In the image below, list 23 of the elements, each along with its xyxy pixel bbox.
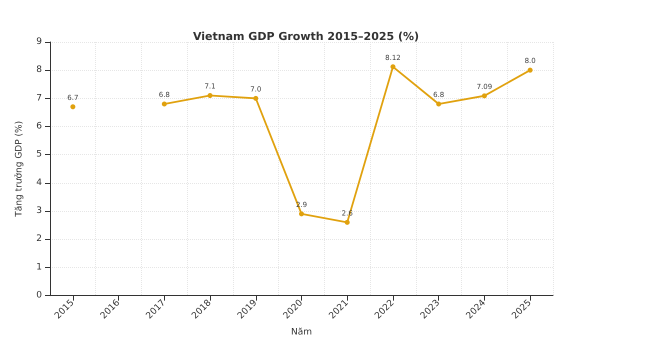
point [253,96,258,101]
point [528,68,533,73]
point [482,93,487,98]
x-axis-title: Năm [290,328,312,338]
y-tick-label: 6 [36,122,42,132]
y-tick-label: 0 [36,290,42,301]
y-tick-label: 7 [36,93,42,104]
point [162,101,167,106]
point [344,220,350,225]
chart-title: Vietnam GDP Growth 2015–2025 (%) [192,30,420,43]
point [299,211,304,216]
y-tick-label: 3 [36,206,42,216]
y-tick-label: 9 [36,37,42,47]
y-tick-label: 4 [36,178,42,188]
y-axis-title: Tăng trưởng GDP (%) [14,120,24,218]
point [390,64,396,70]
point [436,101,442,106]
point [70,104,76,110]
y-tick-label: 5 [36,150,42,160]
y-tick-label: 2 [36,234,42,244]
y-tick-label: 8 [36,65,42,76]
point [208,93,213,98]
y-tick-label: 1 [36,262,42,272]
